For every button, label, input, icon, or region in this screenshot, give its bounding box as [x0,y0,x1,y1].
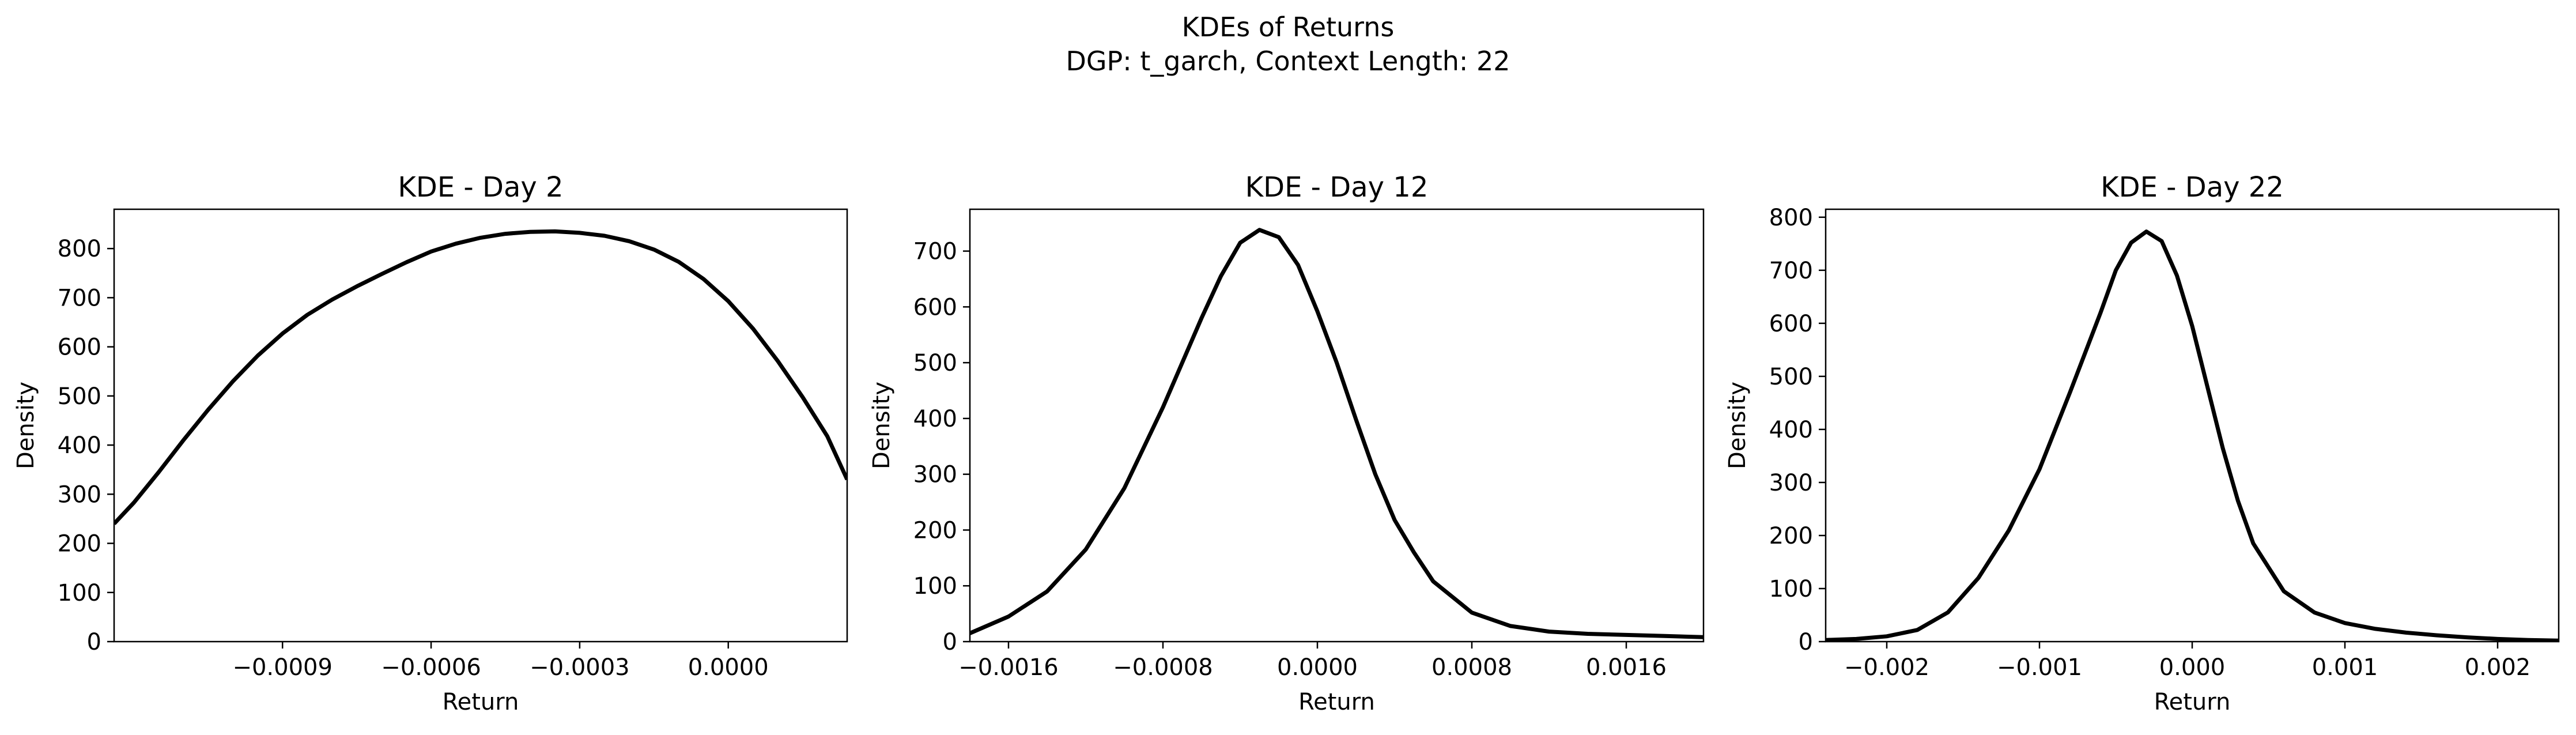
y-axis-label: Density [13,382,39,469]
x-tick-label: 0.0000 [1277,654,1358,681]
x-tick-label: 0.0008 [1431,654,1512,681]
x-tick-label: −0.0003 [530,654,629,681]
y-tick-label: 500 [1769,364,1813,390]
y-tick-label: 200 [1769,523,1813,549]
y-tick-label: 300 [913,462,957,488]
y-tick-label: 400 [913,406,957,432]
y-tick-label: 600 [58,334,101,361]
subplot-2: −0.0016 −0.0008 0.0000 0.0008 0.0016 0 100 200 3… [868,171,1705,715]
y-tick-label: 100 [58,580,101,606]
y-tick-label: 300 [58,481,101,508]
x-tick-label: 0.001 [2312,654,2378,681]
y-tick-label: 400 [1769,417,1813,443]
x-axis-label: Return [1298,689,1375,715]
y-axis-label: Density [1724,382,1751,469]
x-tick-label: −0.0006 [381,654,481,681]
x-tick-label: 0.0000 [688,654,769,681]
y-tick-label: 600 [1769,311,1813,337]
subplot-1: −0.0009 −0.0006 −0.0003 0.0000 0 100 200 300 400… [13,171,848,715]
axes-frame [969,208,1705,643]
y-tick-label: 0 [943,629,957,655]
kde-line-series-1 [114,229,847,525]
kde-line-series-1 [970,228,1704,639]
figure-suptitle-line2: DGP: t_garch, Context Length: 22 [1066,46,1510,77]
y-tick-label: 500 [58,383,101,410]
x-tick-label: 0.000 [2159,654,2226,681]
subplot-title: KDE - Day 2 [398,171,563,203]
y-tick-label: 200 [58,531,101,557]
subplot-3: −0.002 −0.001 0.000 0.001 0.002 0 100 200 300 400… [1724,171,2560,715]
x-tick-label: −0.002 [1844,654,1929,681]
x-axis-label: Return [443,689,519,715]
y-tick-label: 800 [58,236,101,262]
x-tick-label: −0.0009 [232,654,332,681]
kde-line-series-1 [1826,229,2559,642]
x-tick-label: 0.0016 [1586,654,1667,681]
y-tick-label: 700 [913,239,957,265]
y-tick-label: 100 [913,573,957,600]
y-tick-label: 200 [913,517,957,544]
x-tick-label: 0.002 [2465,654,2531,681]
y-tick-label: 500 [913,350,957,376]
y-tick-label: 0 [87,629,101,655]
subplot-panels: −0.0009 −0.0006 −0.0003 0.00000100200300400… [13,171,2560,715]
x-tick-label: −0.001 [1997,654,2082,681]
figure-suptitle-line1: KDEs of Returns [1182,12,1395,43]
x-tick-label: −0.0016 [958,654,1058,681]
x-axis-label: Return [2154,689,2231,715]
x-tick-label: −0.0008 [1113,654,1213,681]
y-tick-label: 800 [1769,205,1813,231]
y-tick-label: 300 [1769,470,1813,496]
subplot-title: KDE - Day 12 [1245,171,1429,203]
subplot-title: KDE - Day 22 [2101,171,2284,203]
y-tick-label: 700 [1769,258,1813,284]
axes-frame [113,208,848,643]
y-tick-label: 0 [1799,629,1813,655]
y-tick-label: 700 [58,285,101,311]
y-axis-label: Density [868,382,895,469]
y-tick-label: 100 [1769,576,1813,602]
y-tick-label: 600 [913,294,957,321]
y-tick-label: 400 [58,432,101,459]
